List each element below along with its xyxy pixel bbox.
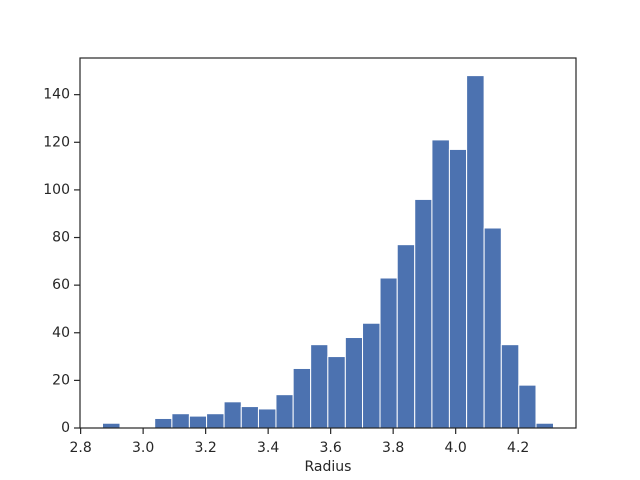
y-tick-label: 40 — [52, 325, 70, 341]
bar — [379, 277, 398, 429]
bar — [344, 337, 364, 429]
bar — [240, 406, 259, 429]
y-tick-label: 100 — [43, 182, 70, 198]
x-tick-label: 2.8 — [69, 440, 91, 456]
x-axis-label: Radius — [305, 459, 352, 475]
x-tick-label: 3.4 — [257, 440, 279, 456]
plot-frame — [79, 57, 577, 429]
bar — [257, 408, 277, 429]
bar — [396, 244, 416, 429]
x-tick-label: 4.0 — [445, 440, 467, 456]
bar — [448, 148, 468, 429]
y-tick-label: 120 — [43, 134, 70, 150]
bar — [171, 413, 190, 429]
bar — [483, 227, 502, 429]
bar — [275, 394, 294, 429]
bar — [327, 356, 346, 429]
bar — [292, 367, 312, 429]
bar — [518, 384, 537, 429]
bar — [206, 413, 225, 429]
x-tick-label: 3.8 — [382, 440, 404, 456]
bar — [535, 422, 554, 429]
bar — [431, 139, 450, 429]
bar — [500, 344, 520, 429]
x-tick-label: 3.2 — [195, 440, 217, 456]
y-tick-label: 80 — [52, 230, 70, 246]
bar — [102, 422, 121, 429]
bar — [414, 198, 433, 429]
y-tick-label: 60 — [52, 277, 70, 293]
bar — [223, 401, 242, 429]
y-tick-label: 20 — [52, 372, 70, 388]
y-tick-label: 0 — [61, 420, 70, 436]
bar — [362, 322, 381, 429]
x-tick-label: 4.2 — [507, 440, 529, 456]
x-tick-label: 3.6 — [320, 440, 342, 456]
bar — [310, 344, 329, 429]
bar — [466, 75, 485, 429]
y-tick-label: 140 — [43, 87, 70, 103]
bar — [188, 415, 208, 429]
bar — [154, 417, 173, 429]
x-tick-label: 3.0 — [132, 440, 154, 456]
